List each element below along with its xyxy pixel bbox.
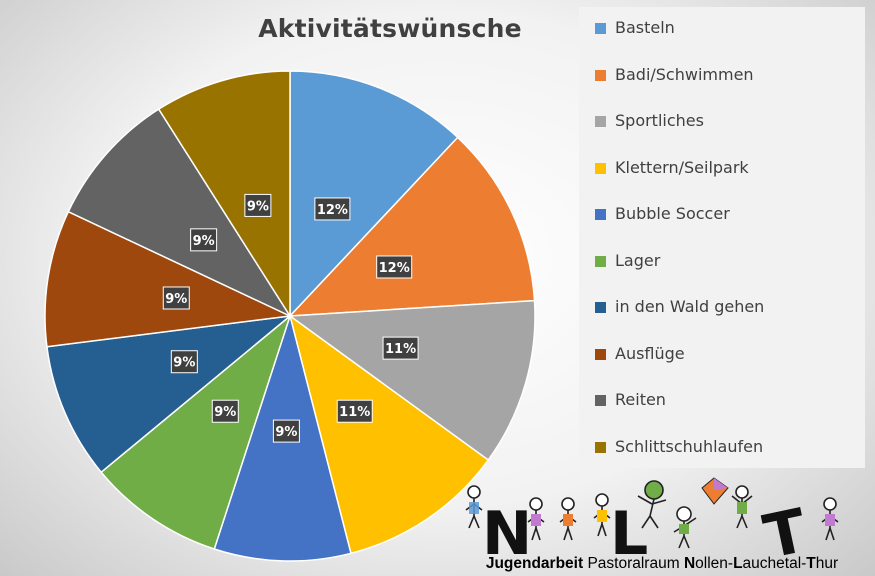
data-label-1: 12% [314,197,351,221]
svg-text:11%: 11% [385,342,416,357]
caption-part: ollen- [695,555,734,572]
legend-label: Reiten [615,390,666,409]
legend-swatch [595,348,606,360]
legend-swatch [595,116,606,127]
pie-slice-7 [46,314,293,474]
legend-item: Klettern/Seilpark [595,158,865,205]
svg-text:9%: 9% [247,199,269,214]
chart-title: Aktivitätswünsche [258,14,522,43]
pie-slice-9 [67,108,293,318]
legend-label: in den Wald gehen [615,297,765,316]
data-label-3: 11% [382,336,419,360]
legend-swatch [595,395,606,406]
data-label-8: 9% [162,286,190,310]
svg-text:9%: 9% [173,356,195,371]
legend-item: Sportliches [595,111,865,158]
svg-text:12%: 12% [379,261,410,276]
legend-label: Bubble Soccer [615,204,730,223]
caption-part: L [733,555,743,572]
pie-slice-1 [289,70,459,318]
legend-label: Badi/Schwimmen [615,64,754,84]
data-label-5: 9% [272,419,300,443]
caption-part: N [683,555,696,572]
legend-swatch [595,23,606,34]
legend-item: Badi/Schwimmen [595,65,865,112]
pie-slice-8 [44,210,293,348]
legend-label: Lager [615,250,661,270]
caption-part: auchetal- [742,555,807,572]
legend-item: Reiten [595,390,865,437]
caption-part: Pastoralraum [583,555,684,572]
legend-swatch [595,255,606,267]
svg-text:9%: 9% [214,405,236,420]
svg-text:11%: 11% [339,405,370,420]
legend-item: Ausflüge [595,344,865,391]
data-label-10: 9% [244,193,272,217]
legend-swatch [595,162,606,174]
legend-label: Basteln [615,18,675,37]
legend-item: Lager [595,251,865,298]
logo-caption: Jugendarbeit Pastoralraum Nollen-Lauchet… [452,553,872,575]
caption-part: J [485,555,495,572]
legend-swatch [595,441,606,453]
data-label-7: 9% [170,350,198,374]
legend-item: in den Wald gehen [595,297,865,344]
data-label-2: 12% [376,255,413,279]
legend-swatch [595,209,606,220]
nlt-logo: N L T [465,477,839,573]
data-label-6: 9% [211,399,239,423]
logo-letter-n: N [482,499,532,569]
legend-label: Klettern/Seilpark [615,157,749,177]
data-label-4: 11% [336,399,373,423]
svg-text:9%: 9% [165,292,187,307]
pie-slice-3 [287,299,536,462]
caption-part: hur [815,555,839,572]
svg-text:9%: 9% [193,234,215,249]
svg-text:12%: 12% [317,203,348,218]
legend-swatch [595,69,606,81]
caption-part: T [806,555,816,572]
legend-item: Schlittschuhlaufen [595,437,865,484]
logo-letter-l: L [610,499,648,569]
legend: Basteln Badi/Schwimmen Sportliches Klettern… [579,7,865,468]
legend-item: Bubble Soccer [595,204,865,251]
pie-slice-6 [100,313,292,550]
caption-part: ugendarbeit [494,555,584,572]
legend-label: Schlittschuhlaufen [615,436,764,456]
stick-figures-illustration [465,477,839,549]
legend-label: Sportliches [615,111,704,130]
data-label-9: 9% [190,228,218,252]
pie-slice-10 [157,70,291,319]
pie-slice-4 [288,314,490,555]
pie-chart: 12% 12% 11% 11% 9% 9% 9% 9% 9% 9% [44,70,536,562]
legend-label: Ausflüge [615,343,685,363]
svg-text:9%: 9% [275,425,297,440]
legend-item: Basteln [595,18,865,65]
legend-swatch [595,302,606,313]
pie-slice-2 [288,136,536,317]
